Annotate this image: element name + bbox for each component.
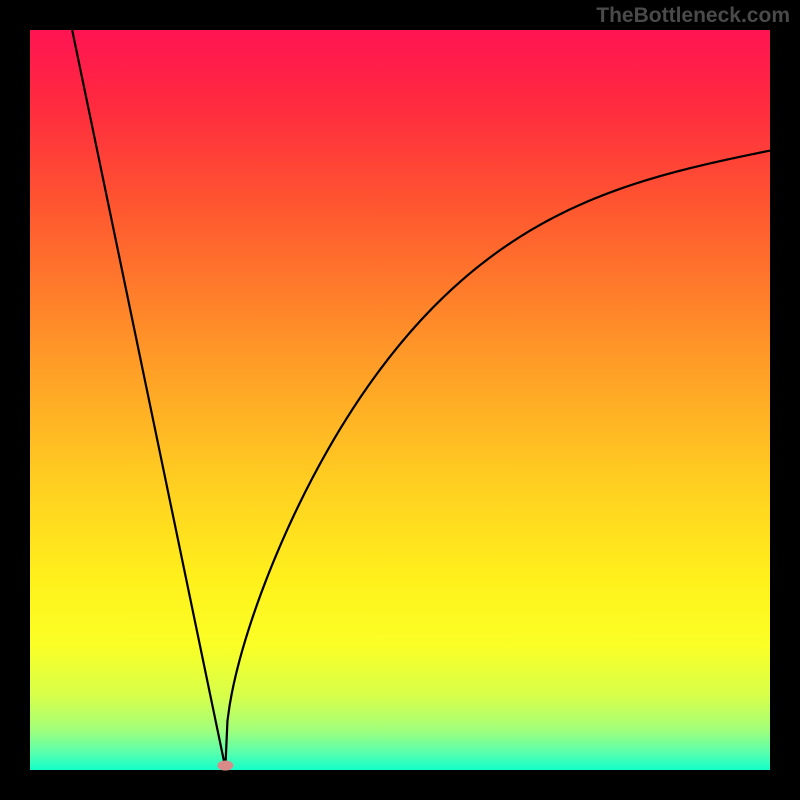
chart-container: TheBottleneck.com xyxy=(0,0,800,800)
chart-svg xyxy=(0,0,800,800)
watermark-text: TheBottleneck.com xyxy=(596,4,790,28)
optimum-marker xyxy=(217,761,233,771)
plot-background xyxy=(30,30,770,770)
